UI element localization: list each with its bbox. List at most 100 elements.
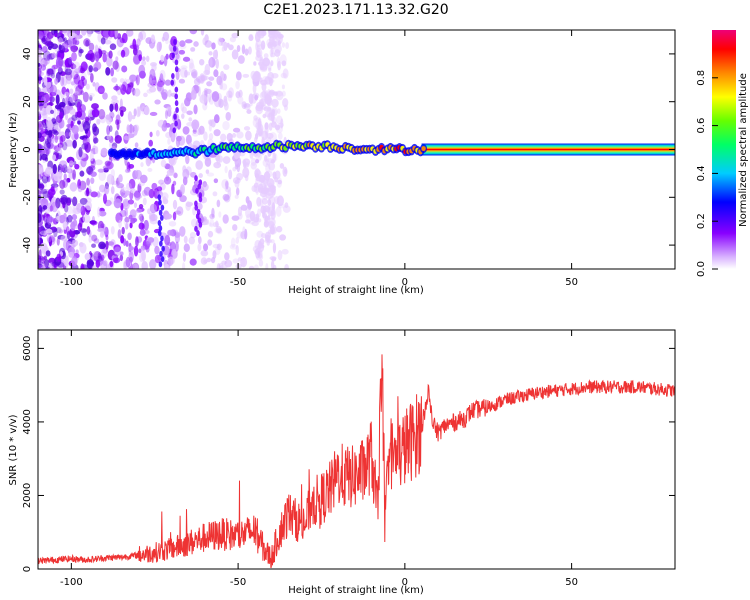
noise-blob bbox=[72, 169, 76, 181]
noise-blob bbox=[124, 169, 130, 174]
noise-blob bbox=[46, 234, 53, 243]
noise-blob bbox=[275, 115, 283, 125]
noise-blob bbox=[79, 197, 88, 205]
noise-blob bbox=[242, 103, 251, 108]
noise-blob bbox=[124, 190, 131, 196]
noise-blob bbox=[71, 114, 78, 121]
figure-title: C2E1.2023.171.13.32.G20 bbox=[263, 2, 448, 18]
noise-blob bbox=[164, 79, 172, 86]
noise-blob bbox=[38, 87, 43, 93]
noise-blob bbox=[208, 57, 216, 68]
noise-blob bbox=[114, 119, 120, 126]
noise-blob bbox=[149, 259, 157, 269]
noise-blob bbox=[43, 59, 50, 65]
noise-blob bbox=[271, 98, 279, 108]
noise-blob bbox=[212, 222, 220, 228]
noise-blob bbox=[222, 156, 231, 164]
noise-blob bbox=[235, 263, 242, 269]
noise-blob bbox=[121, 65, 128, 73]
noise-blob bbox=[270, 52, 276, 58]
noise-blob bbox=[224, 259, 233, 268]
noise-blob bbox=[85, 201, 92, 211]
spectrogram-xlabel: Height of straight line (km) bbox=[288, 285, 424, 296]
noise-blob bbox=[213, 69, 219, 78]
noise-blob bbox=[119, 254, 124, 262]
noise-blob bbox=[77, 120, 81, 125]
noise-blob bbox=[178, 191, 183, 198]
noise-blob bbox=[90, 220, 98, 226]
noise-blob bbox=[151, 182, 158, 191]
noise-blob bbox=[40, 224, 45, 235]
noise-blob bbox=[38, 113, 42, 121]
noise-blob bbox=[41, 59, 46, 65]
noise-blob bbox=[220, 133, 227, 142]
noise-blob bbox=[282, 166, 288, 177]
noise-blob bbox=[107, 241, 115, 246]
noise-blob bbox=[49, 92, 53, 103]
noise-blob bbox=[284, 202, 289, 209]
noise-blob bbox=[188, 117, 193, 122]
noise-blob bbox=[102, 193, 107, 204]
noise-blob bbox=[180, 102, 185, 112]
noise-blob bbox=[56, 237, 60, 246]
noise-blob bbox=[70, 45, 78, 53]
spectrogram-ytick-label: 0 bbox=[22, 146, 33, 152]
noise-blob bbox=[251, 220, 259, 227]
noise-blob bbox=[185, 154, 190, 165]
noise-blob bbox=[189, 58, 194, 70]
noise-blob bbox=[66, 205, 73, 215]
noise-blob bbox=[65, 68, 72, 76]
noise-blob bbox=[230, 237, 236, 248]
noise-blob bbox=[118, 174, 123, 183]
noise-blob bbox=[191, 71, 197, 77]
noise-blob bbox=[38, 120, 45, 130]
noise-blob bbox=[171, 248, 178, 259]
noise-blob bbox=[175, 70, 180, 81]
noise-blob bbox=[223, 64, 230, 70]
noise-blob bbox=[198, 173, 203, 179]
noise-blob bbox=[248, 265, 255, 269]
noise-blob bbox=[54, 77, 59, 85]
noise-blob bbox=[38, 30, 44, 40]
noise-blob bbox=[77, 185, 83, 193]
noise-blob bbox=[66, 166, 72, 173]
noise-blob bbox=[58, 104, 62, 110]
noise-blob bbox=[38, 151, 41, 162]
spectrogram-ytick-label: -40 bbox=[22, 237, 33, 253]
noise-blob bbox=[63, 258, 68, 266]
noise-blob bbox=[279, 234, 287, 241]
noise-blob bbox=[159, 73, 164, 83]
noise-blob bbox=[204, 218, 210, 225]
noise-blob bbox=[91, 103, 99, 110]
noise-blob bbox=[105, 67, 111, 76]
noise-blob bbox=[175, 137, 181, 148]
noise-blob bbox=[90, 191, 98, 198]
noise-blob bbox=[81, 153, 87, 158]
noise-blob bbox=[55, 197, 61, 209]
noise-blob bbox=[253, 115, 258, 121]
noise-blob bbox=[183, 235, 188, 244]
noise-blob bbox=[60, 194, 68, 205]
noise-blob bbox=[51, 201, 59, 213]
noise-blob bbox=[53, 107, 57, 119]
noise-blob bbox=[232, 166, 237, 172]
noise-blob bbox=[216, 75, 223, 86]
noise-blob bbox=[213, 114, 220, 124]
noise-blob bbox=[127, 199, 135, 205]
noise-blob bbox=[237, 257, 242, 262]
noise-blob bbox=[147, 167, 153, 173]
noise-blob bbox=[121, 186, 127, 193]
noise-blob bbox=[258, 174, 265, 183]
noise-blob bbox=[93, 30, 101, 33]
noise-blob bbox=[172, 211, 177, 221]
noise-blob bbox=[119, 84, 124, 89]
noise-blob bbox=[268, 161, 276, 171]
noise-blob bbox=[215, 58, 219, 69]
streak-blob bbox=[157, 194, 162, 201]
noise-blob bbox=[192, 140, 201, 148]
noise-blob bbox=[271, 36, 278, 44]
noise-blob bbox=[194, 179, 198, 188]
noise-blob bbox=[42, 205, 48, 210]
noise-blob bbox=[237, 55, 245, 64]
noise-blob bbox=[190, 47, 196, 52]
